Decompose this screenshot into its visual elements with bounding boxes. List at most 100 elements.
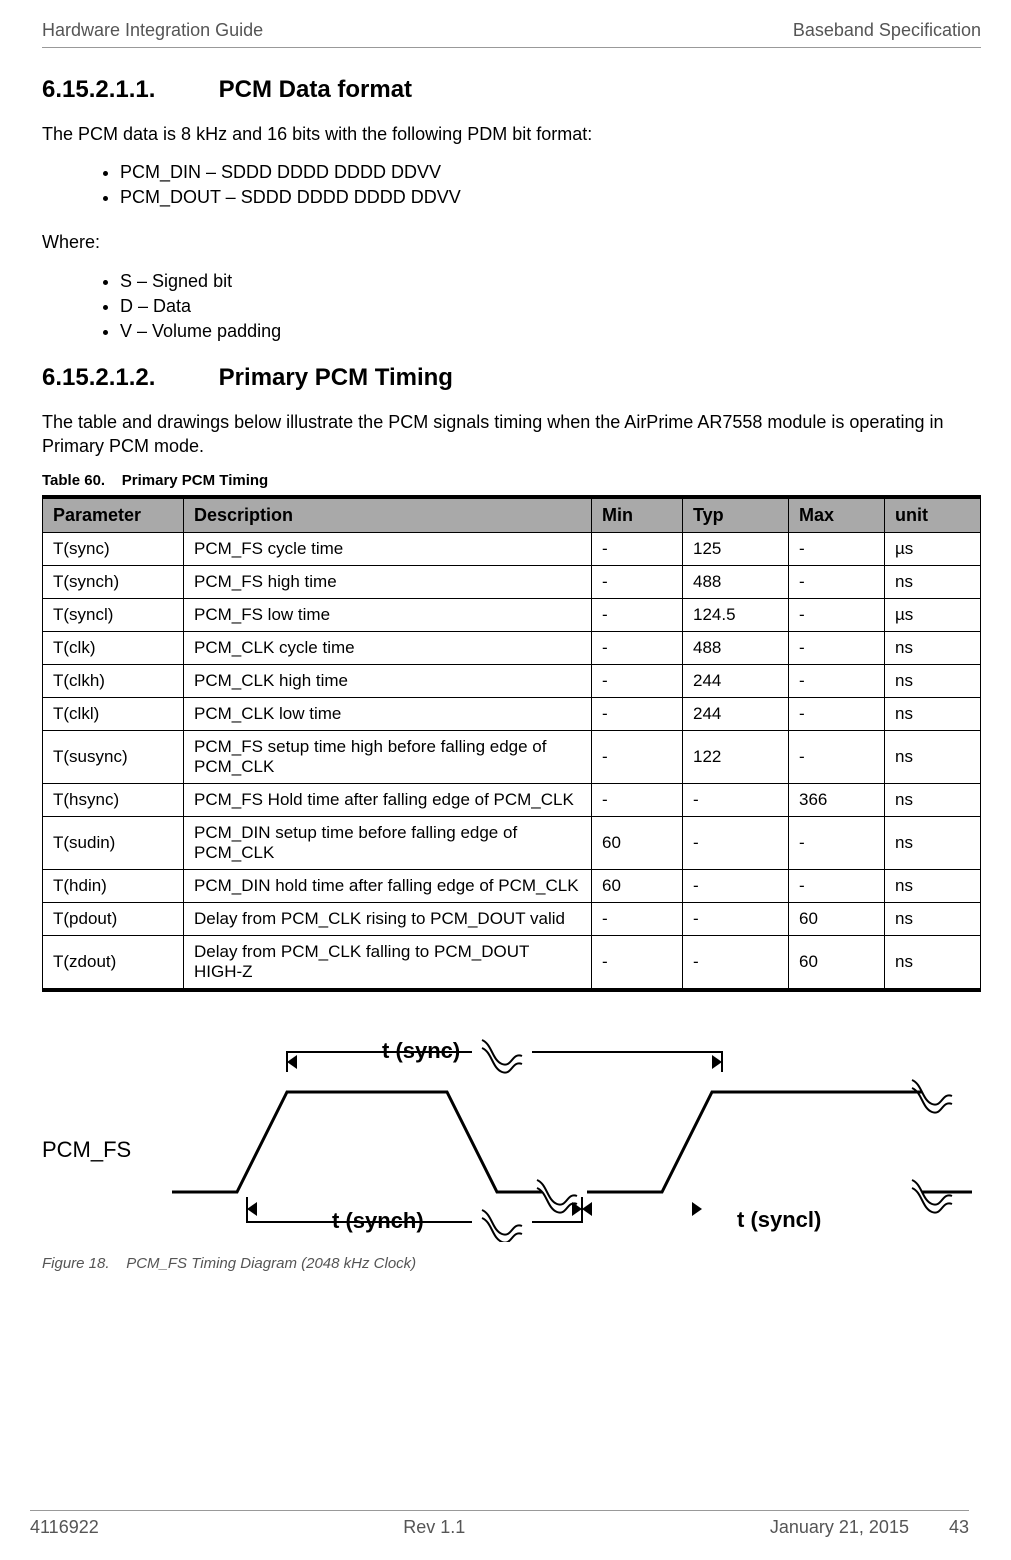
- table-row: T(synch)PCM_FS high time-488-ns: [43, 566, 981, 599]
- table-row: T(zdout)Delay from PCM_CLK falling to PC…: [43, 936, 981, 991]
- table-cell: PCM_FS low time: [184, 599, 592, 632]
- table-cell: -: [683, 870, 789, 903]
- table-cell: 60: [592, 817, 683, 870]
- table-cell: -: [592, 566, 683, 599]
- table-cell: -: [789, 698, 885, 731]
- table-cell: -: [789, 599, 885, 632]
- table-cell: -: [683, 903, 789, 936]
- table-cell: -: [592, 903, 683, 936]
- table-caption: Table 60. Primary PCM Timing: [42, 472, 981, 489]
- table-cell: 488: [683, 566, 789, 599]
- footer-date: January 21, 2015: [770, 1517, 909, 1538]
- table-cell: 125: [683, 533, 789, 566]
- table-row: T(sudin)PCM_DIN setup time before fallin…: [43, 817, 981, 870]
- table-cell: PCM_FS Hold time after falling edge of P…: [184, 784, 592, 817]
- table-cell: Delay from PCM_CLK rising to PCM_DOUT va…: [184, 903, 592, 936]
- table-cell: T(hsync): [43, 784, 184, 817]
- table-row: T(clkh)PCM_CLK high time-244-ns: [43, 665, 981, 698]
- table-cell: ns: [885, 936, 981, 991]
- table-cell: -: [592, 665, 683, 698]
- table-cell: -: [683, 817, 789, 870]
- svg-text:PCM_FS: PCM_FS: [42, 1137, 131, 1162]
- table-cell: -: [789, 566, 885, 599]
- figure-caption-text: PCM_FS Timing Diagram (2048 kHz Clock): [126, 1255, 416, 1272]
- figure-caption: Figure 18. PCM_FS Timing Diagram (2048 k…: [42, 1255, 981, 1272]
- th-parameter: Parameter: [43, 497, 184, 533]
- list-item: S – Signed bit: [120, 269, 981, 294]
- list-item: PCM_DOUT – SDDD DDDD DDDD DDVV: [120, 185, 981, 210]
- table-cell: T(pdout): [43, 903, 184, 936]
- table-cell: PCM_CLK high time: [184, 665, 592, 698]
- th-max: Max: [789, 497, 885, 533]
- table-row: T(susync)PCM_FS setup time high before f…: [43, 731, 981, 784]
- table-cell: ns: [885, 566, 981, 599]
- table-cell: ns: [885, 870, 981, 903]
- table-cell: T(clk): [43, 632, 184, 665]
- table-cell: -: [592, 533, 683, 566]
- table-cell: ns: [885, 632, 981, 665]
- table-cell: T(synch): [43, 566, 184, 599]
- table-cell: ns: [885, 817, 981, 870]
- footer-rev: Rev 1.1: [403, 1517, 465, 1538]
- table-cell: -: [592, 632, 683, 665]
- table-row: T(hdin)PCM_DIN hold time after falling e…: [43, 870, 981, 903]
- table-cell: -: [789, 870, 885, 903]
- section-number-1: 6.15.2.1.1.: [42, 76, 212, 104]
- th-min: Min: [592, 497, 683, 533]
- table-caption-text: Primary PCM Timing: [122, 472, 268, 489]
- table-row: T(sync)PCM_FS cycle time-125-µs: [43, 533, 981, 566]
- th-typ: Typ: [683, 497, 789, 533]
- th-unit: unit: [885, 497, 981, 533]
- page-header: Hardware Integration Guide Baseband Spec…: [42, 20, 981, 48]
- svg-text:t (synch): t (synch): [332, 1208, 424, 1233]
- table-cell: PCM_FS cycle time: [184, 533, 592, 566]
- table-cell: Delay from PCM_CLK falling to PCM_DOUT H…: [184, 936, 592, 991]
- table-cell: -: [592, 731, 683, 784]
- svg-text:t (sync): t (sync): [382, 1038, 460, 1063]
- table-cell: ns: [885, 903, 981, 936]
- table-cell: 124.5: [683, 599, 789, 632]
- section-heading-1: 6.15.2.1.1. PCM Data format: [42, 76, 981, 104]
- table-cell: PCM_DIN hold time after falling edge of …: [184, 870, 592, 903]
- table-cell: µs: [885, 599, 981, 632]
- table-row: T(syncl)PCM_FS low time-124.5-µs: [43, 599, 981, 632]
- table-cell: -: [592, 698, 683, 731]
- table-row: T(clkl)PCM_CLK low time-244-ns: [43, 698, 981, 731]
- section1-bullets-2: S – Signed bit D – Data V – Volume paddi…: [42, 269, 981, 344]
- section2-intro: The table and drawings below illustrate …: [42, 410, 981, 459]
- header-left: Hardware Integration Guide: [42, 20, 263, 41]
- list-item: PCM_DIN – SDDD DDDD DDDD DDVV: [120, 160, 981, 185]
- table-cell: 60: [789, 936, 885, 991]
- section-heading-2: 6.15.2.1.2. Primary PCM Timing: [42, 364, 981, 392]
- list-item: D – Data: [120, 294, 981, 319]
- figure-wrap: PCM_FS t (sync) t (synch) t (syncl) Figure …: [42, 1022, 981, 1272]
- th-description: Description: [184, 497, 592, 533]
- table-cell: -: [789, 665, 885, 698]
- table-header-row: Parameter Description Min Typ Max unit: [43, 497, 981, 533]
- table-row: T(hsync)PCM_FS Hold time after falling e…: [43, 784, 981, 817]
- svg-text:t (syncl): t (syncl): [737, 1207, 821, 1232]
- table-cell: 60: [789, 903, 885, 936]
- table-cell: ns: [885, 698, 981, 731]
- table-cell: -: [592, 784, 683, 817]
- table-cell: T(syncl): [43, 599, 184, 632]
- header-right: Baseband Specification: [793, 20, 981, 41]
- page-footer: 4116922 Rev 1.1 January 21, 2015 43: [30, 1510, 969, 1538]
- table-cell: T(sudin): [43, 817, 184, 870]
- table-row: T(pdout)Delay from PCM_CLK rising to PCM…: [43, 903, 981, 936]
- table-cell: PCM_FS high time: [184, 566, 592, 599]
- table-cell: -: [683, 936, 789, 991]
- table-cell: 366: [789, 784, 885, 817]
- table-cell: -: [592, 936, 683, 991]
- table-caption-num: Table 60.: [42, 472, 105, 489]
- table-cell: T(zdout): [43, 936, 184, 991]
- table-cell: ns: [885, 784, 981, 817]
- table-cell: ns: [885, 665, 981, 698]
- section-number-2: 6.15.2.1.2.: [42, 364, 212, 392]
- table-row: T(clk)PCM_CLK cycle time-488-ns: [43, 632, 981, 665]
- page: Hardware Integration Guide Baseband Spec…: [0, 0, 1011, 1560]
- pcm-fs-timing-diagram: PCM_FS t (sync) t (synch) t (syncl): [42, 1022, 972, 1242]
- table-cell: ns: [885, 731, 981, 784]
- section1-bullets-1: PCM_DIN – SDDD DDDD DDDD DDVV PCM_DOUT –…: [42, 160, 981, 210]
- table-cell: T(susync): [43, 731, 184, 784]
